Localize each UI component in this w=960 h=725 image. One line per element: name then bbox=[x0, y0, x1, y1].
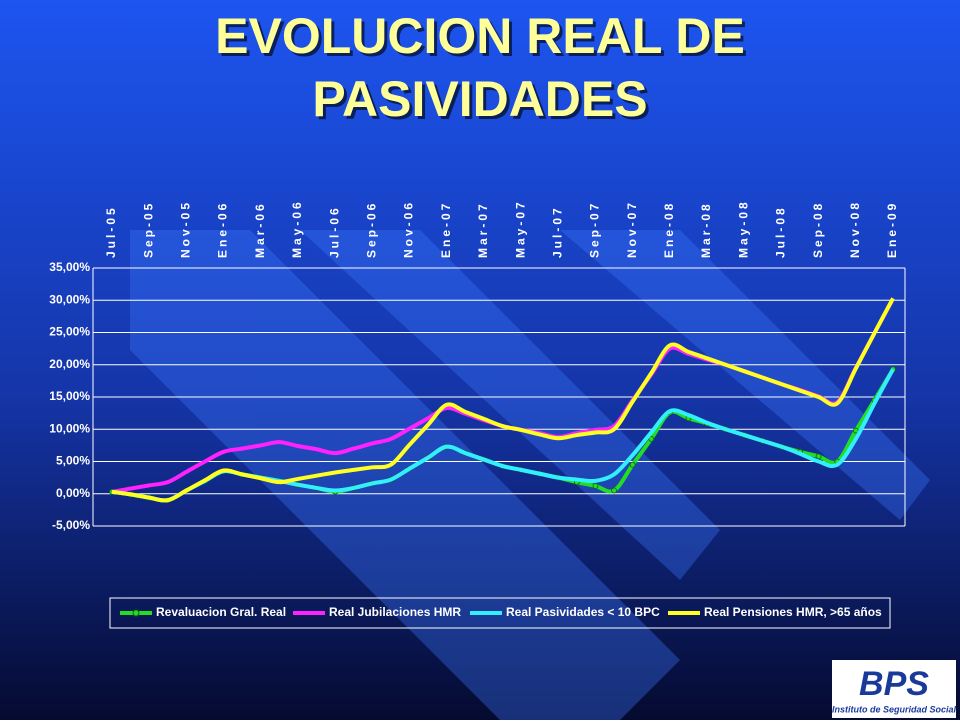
series-marker bbox=[611, 487, 617, 494]
x-tick-label: May-07 bbox=[513, 199, 527, 258]
chart-title: EVOLUCION REAL DE bbox=[215, 8, 745, 64]
series-line bbox=[111, 297, 895, 503]
x-tick-label: May-08 bbox=[736, 199, 750, 258]
series-marker bbox=[592, 483, 599, 489]
x-tick-label: May-06 bbox=[290, 199, 304, 258]
x-tick-label: Nov-08 bbox=[848, 200, 862, 258]
x-tick-label: Sep-06 bbox=[365, 201, 379, 258]
y-tick-label: 10,00% bbox=[49, 421, 90, 435]
y-tick-label: -5,00% bbox=[52, 518, 90, 532]
x-tick-label: Sep-05 bbox=[141, 201, 155, 258]
legend-marker bbox=[132, 609, 140, 617]
legend-label: Revaluacion Gral. Real bbox=[156, 605, 286, 619]
legend-label: Real Pensiones HMR, >65 años bbox=[704, 605, 882, 619]
x-tick-label: Nov-06 bbox=[402, 200, 416, 258]
y-tick-label: 30,00% bbox=[49, 292, 90, 306]
x-tick-label: Ene-09 bbox=[885, 201, 899, 258]
y-tick-label: 35,00% bbox=[49, 260, 90, 274]
series-marker bbox=[648, 436, 655, 442]
y-tick-label: 20,00% bbox=[49, 357, 90, 371]
x-tick-label: Jul-08 bbox=[774, 205, 788, 258]
logo-subtitle: Instituto de Seguridad Social bbox=[832, 704, 957, 714]
subtitle-shadow: PASIVIDADES bbox=[315, 74, 650, 130]
x-tick-label: Jul-06 bbox=[327, 205, 341, 258]
x-tick-label: Sep-07 bbox=[588, 201, 602, 258]
legend-label: Real Jubilaciones HMR bbox=[329, 605, 461, 619]
chart-subtitle: PASIVIDADES bbox=[312, 71, 647, 127]
y-tick-label: 15,00% bbox=[49, 389, 90, 403]
x-tick-label: Ene-08 bbox=[662, 201, 676, 258]
x-tick-label: Sep-08 bbox=[811, 201, 825, 258]
legend-box bbox=[109, 597, 891, 629]
x-tick-label: Ene-06 bbox=[216, 201, 230, 258]
series-marker bbox=[629, 461, 636, 468]
logo: BPS Instituto de Seguridad Social bbox=[832, 660, 957, 718]
x-tick-label: Mar-07 bbox=[476, 201, 490, 258]
series-marker bbox=[815, 453, 822, 460]
x-tick-label: Ene-07 bbox=[439, 201, 453, 258]
x-tick-label: Nov-05 bbox=[179, 200, 193, 258]
logo-name: BPS bbox=[859, 665, 929, 703]
legend-label: Real Pasividades < 10 BPC bbox=[506, 605, 660, 619]
x-tick-label: Mar-06 bbox=[253, 201, 267, 258]
x-tick-label: Mar-08 bbox=[699, 201, 713, 258]
x-tick-label: Jul-05 bbox=[104, 205, 118, 258]
x-tick-label: Jul-07 bbox=[550, 205, 564, 258]
y-tick-label: 5,00% bbox=[56, 454, 90, 468]
y-tick-label: 0,00% bbox=[56, 486, 90, 500]
x-tick-label: Nov-07 bbox=[625, 200, 639, 258]
logo-box bbox=[832, 660, 956, 718]
y-tick-label: 25,00% bbox=[49, 325, 90, 339]
title-shadow: EVOLUCION REAL DE bbox=[218, 11, 748, 67]
